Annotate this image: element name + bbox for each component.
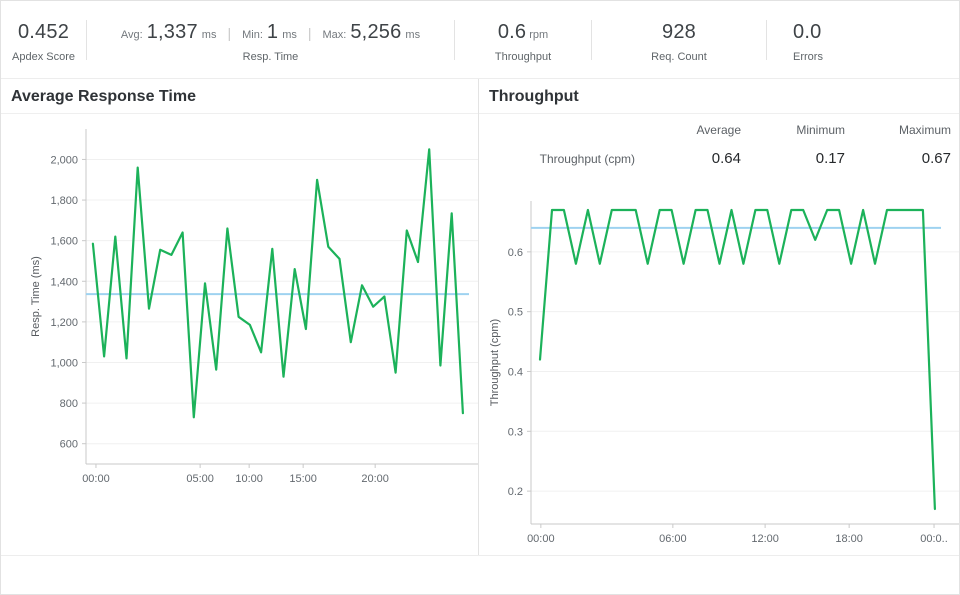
charts-area: Average Response Time 600 800 1,000 1,200 1,… xyxy=(1,79,959,556)
svg-text:0.4: 0.4 xyxy=(508,366,523,378)
req-count-value: 928 xyxy=(662,20,696,43)
stats-divider xyxy=(454,19,455,60)
resp-max-label: Max: xyxy=(322,28,347,41)
resp-min-value: 1 xyxy=(266,20,279,43)
svg-text:1,000: 1,000 xyxy=(50,357,78,369)
throughput-panel: Throughput Average Minimum Maximum Throu… xyxy=(479,79,959,555)
throughput-label: Throughput xyxy=(494,50,552,63)
throughput-chart-title: Throughput xyxy=(489,88,579,105)
apdex-score-label: Apdex Score xyxy=(12,50,75,63)
response-time-panel: Average Response Time 600 800 1,000 1,200 1,… xyxy=(1,79,478,555)
resp-separator: | xyxy=(227,24,232,41)
svg-text:0.3: 0.3 xyxy=(508,426,523,438)
svg-text:06:00: 06:00 xyxy=(659,533,687,545)
svg-text:10:00: 10:00 xyxy=(235,473,263,485)
summary-header-maximum: Maximum xyxy=(898,123,951,137)
resp-separator: | xyxy=(307,24,312,41)
svg-text:15:00: 15:00 xyxy=(289,473,317,485)
svg-text:1,600: 1,600 xyxy=(50,236,78,248)
summary-minimum-value: 0.17 xyxy=(815,150,845,167)
svg-text:12:00: 12:00 xyxy=(751,533,779,545)
resp-avg-value: 1,337 xyxy=(146,20,198,43)
stat-apdex-score: 0.452 Apdex Score xyxy=(1,1,86,78)
svg-text:0.6: 0.6 xyxy=(508,247,523,259)
title-divider xyxy=(479,113,959,114)
svg-text:0.5: 0.5 xyxy=(508,307,523,319)
footer-spacer xyxy=(1,556,959,594)
resp-avg-label: Avg: xyxy=(120,28,143,41)
summary-average-value: 0.64 xyxy=(711,150,741,167)
panel-divider xyxy=(478,79,479,555)
svg-text:05:00: 05:00 xyxy=(186,473,214,485)
summary-row-label: Throughput (cpm) xyxy=(539,151,635,166)
resp-max-unit: ms xyxy=(405,28,421,41)
stat-resp-time: Avg: 1,337 ms | Min: 1 ms | Max: 5,256 m… xyxy=(87,1,454,78)
svg-text:1,800: 1,800 xyxy=(50,195,78,207)
req-count-label: Req. Count xyxy=(651,50,707,63)
resp-min-unit: ms xyxy=(282,28,297,41)
stats-divider xyxy=(591,19,592,60)
svg-text:00:00: 00:00 xyxy=(82,473,110,485)
svg-text:1,400: 1,400 xyxy=(50,276,78,288)
response-time-chart-title: Average Response Time xyxy=(11,88,196,105)
response-time-chart[interactable]: 600 800 1,000 1,200 1,400 1,600 1,800 2,000 00:0… xyxy=(1,115,478,505)
stats-bar: 0.452 Apdex Score Avg: 1,337 ms | Min: 1… xyxy=(1,1,959,79)
resp-min-label: Min: xyxy=(242,28,263,41)
stat-errors: 0.0 Errors xyxy=(767,1,959,78)
apdex-score-value: 0.452 xyxy=(17,20,70,43)
errors-label: Errors xyxy=(793,50,823,63)
resp-time-label: Resp. Time xyxy=(242,50,299,63)
svg-text:00:0..: 00:0.. xyxy=(920,533,948,545)
throughput-value: 0.6 xyxy=(497,20,527,43)
svg-text:Resp. Time (ms): Resp. Time (ms) xyxy=(30,256,42,337)
svg-text:1,200: 1,200 xyxy=(50,317,78,329)
resp-max-value: 5,256 xyxy=(350,20,402,43)
summary-header-average: Average xyxy=(696,123,741,137)
svg-text:18:00: 18:00 xyxy=(835,533,863,545)
summary-header-minimum: Minimum xyxy=(796,123,845,137)
throughput-summary-table: Average Minimum Maximum Throughput (cpm)… xyxy=(479,123,959,167)
svg-text:00:00: 00:00 xyxy=(527,533,555,545)
throughput-unit: rpm xyxy=(529,28,549,41)
summary-maximum-value: 0.67 xyxy=(921,150,951,167)
svg-text:Throughput (cpm): Throughput (cpm) xyxy=(489,319,501,406)
errors-value: 0.0 xyxy=(793,20,822,43)
stat-throughput: 0.6 rpm Throughput xyxy=(455,1,591,78)
svg-text:600: 600 xyxy=(60,439,78,451)
svg-text:2,000: 2,000 xyxy=(50,154,78,166)
title-divider xyxy=(1,113,478,114)
svg-text:20:00: 20:00 xyxy=(361,473,389,485)
resp-avg-unit: ms xyxy=(201,28,217,41)
throughput-chart[interactable]: 0.2 0.3 0.4 0.5 0.6 00:00 06:00 12:00 18:00 00:0.… xyxy=(479,175,960,550)
stats-divider xyxy=(766,19,767,60)
stats-divider xyxy=(86,19,87,60)
svg-text:800: 800 xyxy=(60,398,78,410)
stat-req-count: 928 Req. Count xyxy=(592,1,766,78)
svg-text:0.2: 0.2 xyxy=(508,486,523,498)
